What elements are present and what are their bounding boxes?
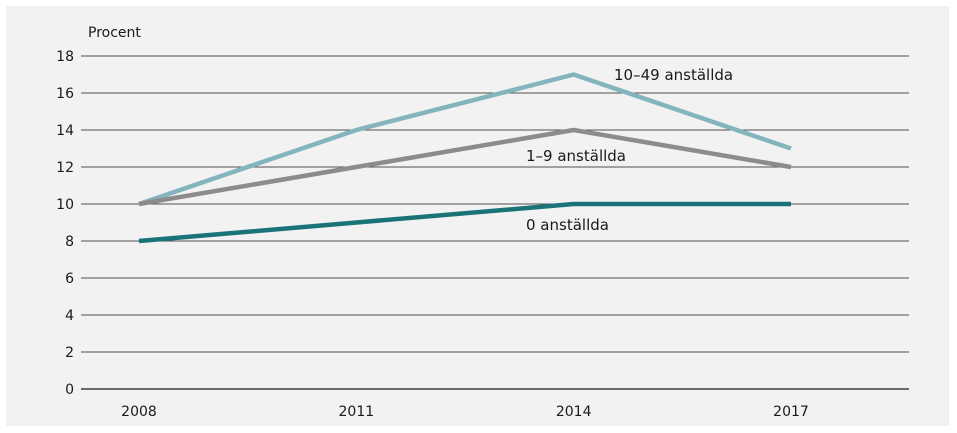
line-chart: 0 2 4 6 8 10 12 14 16 18 2008 2011 2014 2017 10–49 a… xyxy=(56,25,909,420)
series-lines xyxy=(138,72,792,244)
series-label-2: 0 anställda xyxy=(526,216,609,234)
series-label-0: 10–49 anställda xyxy=(614,66,733,84)
y-tick-label: 10 xyxy=(56,197,74,213)
series-line-2 xyxy=(138,201,791,244)
chart-panel: 0 2 4 6 8 10 12 14 16 18 2008 2011 2014 2017 10–49 a… xyxy=(6,6,949,426)
series-labels: 10–49 anställda 1–9 anställda 0 anställda xyxy=(526,66,733,234)
x-tick-label: 2017 xyxy=(773,404,809,420)
y-tick-label: 12 xyxy=(56,160,74,176)
series-line-0 xyxy=(138,72,792,207)
y-tick-label: 16 xyxy=(56,86,74,102)
series-line-1 xyxy=(138,127,792,207)
y-axis-unit-label: Procent xyxy=(88,25,141,41)
y-tick-label: 2 xyxy=(65,345,74,361)
y-tick-label: 14 xyxy=(56,123,74,139)
x-tick-label: 2008 xyxy=(121,404,157,420)
x-axis-ticks: 2008 2011 2014 2017 xyxy=(121,404,809,420)
y-tick-label: 0 xyxy=(65,382,74,398)
series-label-1: 1–9 anställda xyxy=(526,147,626,165)
x-tick-label: 2014 xyxy=(556,404,592,420)
gridlines xyxy=(81,55,909,390)
y-tick-label: 8 xyxy=(65,234,74,250)
y-tick-label: 4 xyxy=(65,308,74,324)
y-axis-ticks: 0 2 4 6 8 10 12 14 16 18 xyxy=(56,49,74,398)
x-tick-label: 2011 xyxy=(339,404,375,420)
y-tick-label: 6 xyxy=(65,271,74,287)
y-tick-label: 18 xyxy=(56,49,74,65)
